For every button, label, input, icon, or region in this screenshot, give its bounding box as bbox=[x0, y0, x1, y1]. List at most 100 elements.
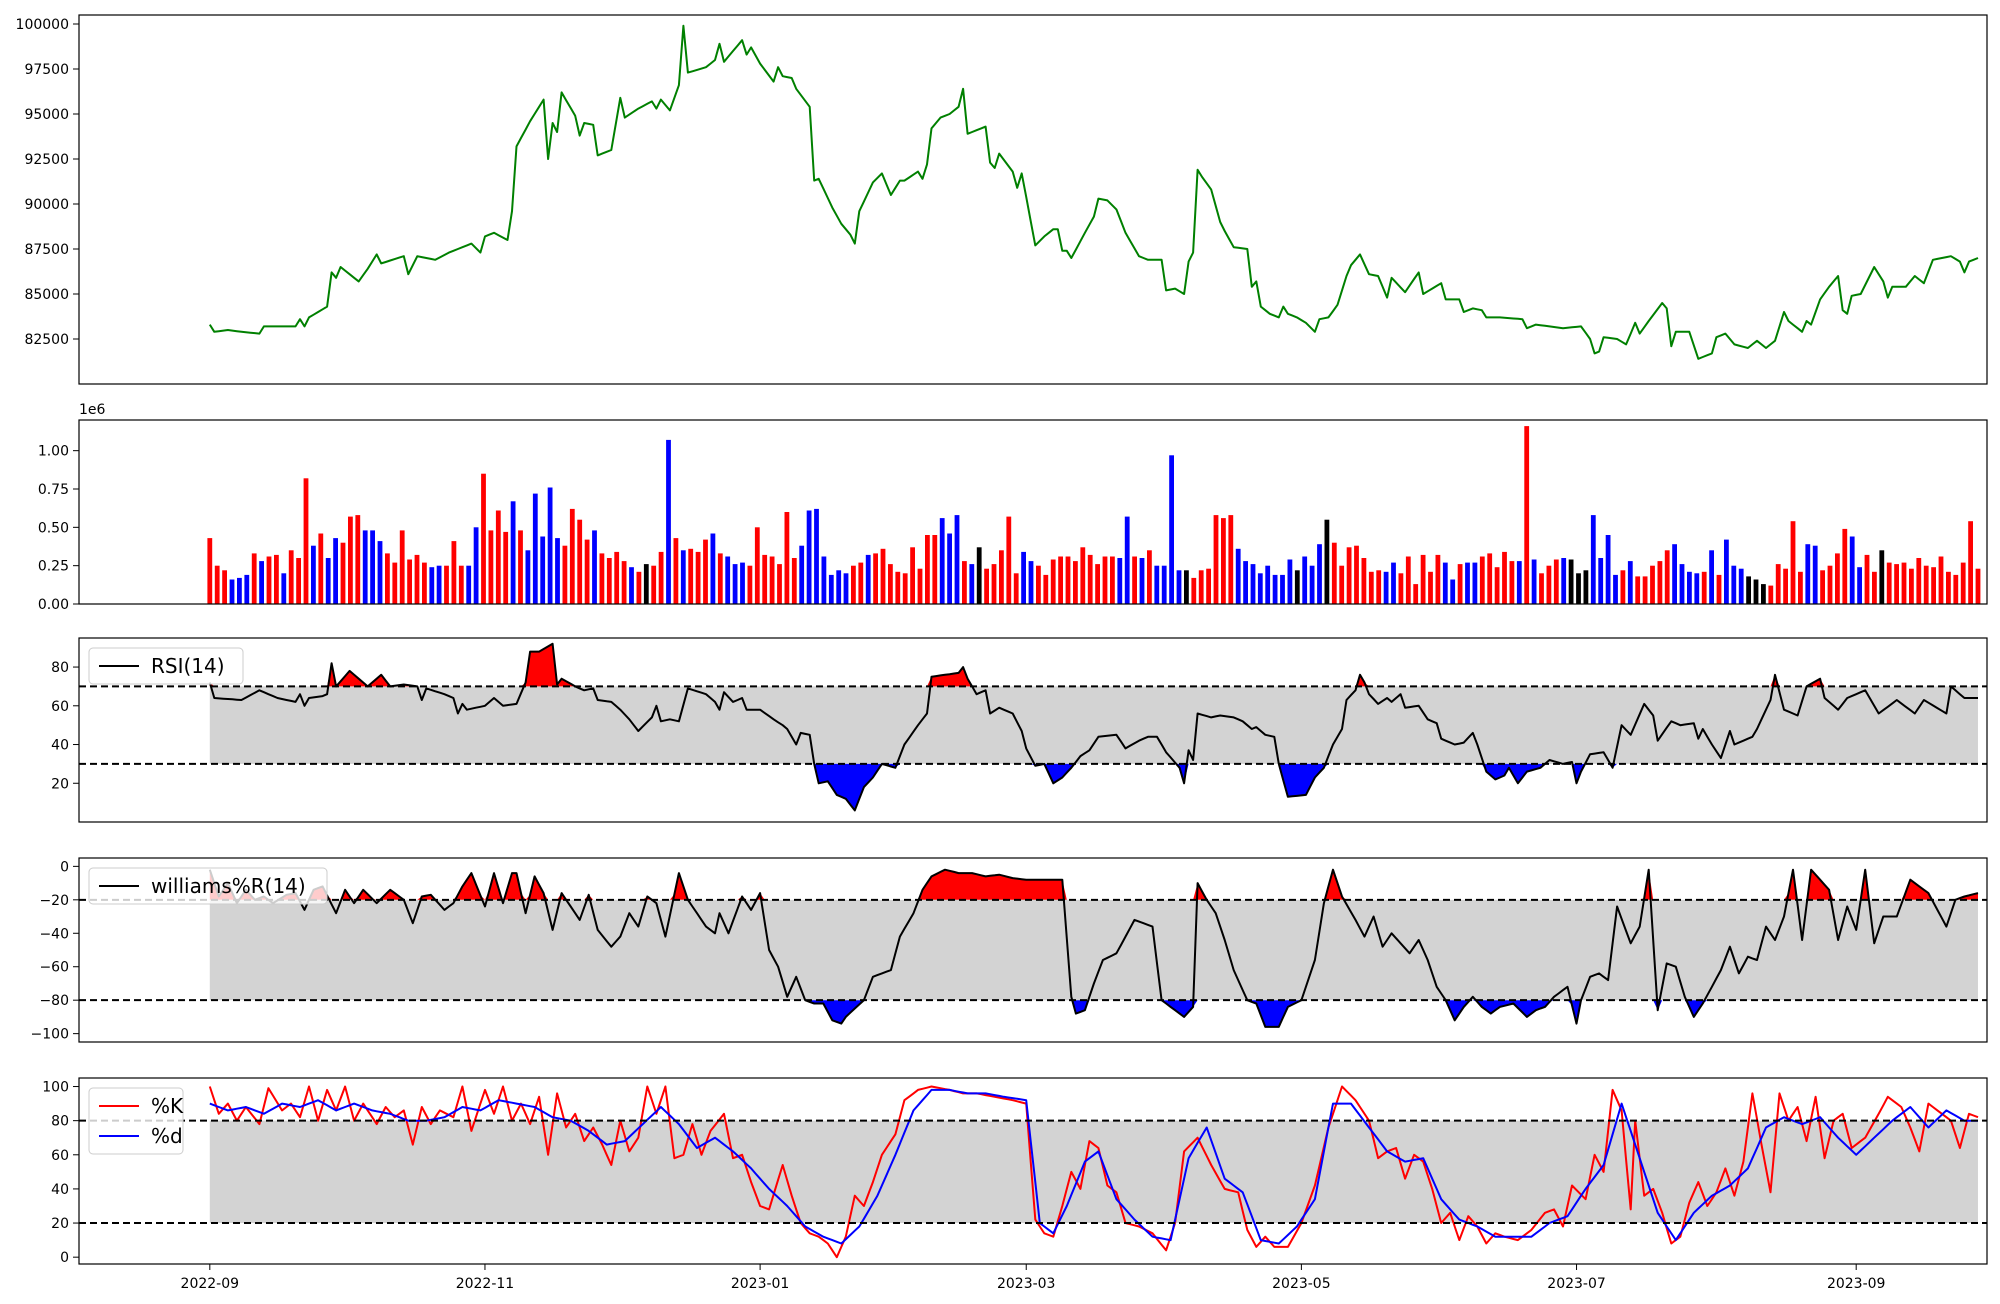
stochastic-legend bbox=[88, 1087, 184, 1155]
volume-bar bbox=[1132, 556, 1137, 604]
volume-bar bbox=[1857, 567, 1862, 604]
volume-bar bbox=[1768, 585, 1774, 604]
volume-bar bbox=[1553, 559, 1559, 604]
volume-bar bbox=[910, 547, 915, 604]
volume-bar bbox=[1886, 562, 1892, 604]
volume-bar bbox=[880, 548, 886, 604]
volume-bar bbox=[858, 562, 864, 604]
volume-frame bbox=[78, 419, 1988, 605]
volume-bar bbox=[984, 568, 989, 604]
volume-bar bbox=[1013, 573, 1019, 604]
volume-bar bbox=[1487, 553, 1493, 604]
volume-bar bbox=[1021, 551, 1026, 604]
volume-bar bbox=[1812, 545, 1818, 604]
volume-bar bbox=[962, 561, 967, 604]
williams-ytick-label: −80 bbox=[39, 993, 69, 1009]
volume-bar bbox=[303, 478, 309, 604]
volume-bar bbox=[1701, 571, 1707, 604]
volume-bar bbox=[821, 556, 827, 604]
volume-bar bbox=[1968, 521, 1973, 604]
volume-bar bbox=[399, 530, 405, 604]
volume-bar bbox=[414, 554, 420, 604]
volume-bar bbox=[1872, 571, 1877, 604]
volume-bar bbox=[1073, 561, 1078, 604]
volume-bar bbox=[532, 493, 538, 604]
volume-bar bbox=[1894, 564, 1899, 604]
volume-bar bbox=[562, 545, 568, 604]
x-tick-label: 2023-03 bbox=[997, 1276, 1056, 1292]
volume-bar bbox=[407, 559, 412, 604]
volume-bar bbox=[1228, 515, 1234, 604]
volume-bar bbox=[1280, 574, 1285, 604]
rsi-ytick-label: 40 bbox=[51, 738, 69, 754]
volume-bar bbox=[1672, 544, 1677, 604]
volume-bar bbox=[777, 564, 782, 604]
volume-bar bbox=[806, 510, 812, 604]
volume-bar bbox=[1317, 544, 1322, 604]
volume-bar bbox=[1746, 576, 1751, 604]
rsi-overbought-fill bbox=[209, 643, 1978, 687]
volume-bar bbox=[1479, 556, 1485, 604]
volume-bar bbox=[1724, 539, 1729, 604]
stochastic-ytick-label: 0 bbox=[60, 1250, 69, 1266]
williams-overbought-fill bbox=[209, 869, 1978, 900]
volume-bar bbox=[495, 510, 501, 604]
volume-bar bbox=[688, 548, 694, 604]
volume-bar bbox=[1354, 545, 1359, 604]
volume-bar bbox=[1731, 565, 1737, 604]
volume-bar bbox=[392, 562, 398, 604]
volume-bar bbox=[1761, 584, 1766, 604]
volume-bar bbox=[939, 518, 945, 604]
volume-bar bbox=[1561, 558, 1567, 604]
volume-bar bbox=[222, 570, 227, 604]
volume-bar bbox=[1657, 561, 1663, 604]
volume-bar bbox=[1613, 574, 1618, 604]
volume-bar bbox=[1783, 568, 1788, 604]
volume-bar bbox=[1709, 550, 1714, 604]
volume-bar bbox=[784, 512, 790, 604]
volume-bar bbox=[481, 473, 486, 604]
volume-bar bbox=[999, 550, 1004, 604]
volume-bar bbox=[370, 530, 375, 604]
volume-bar bbox=[636, 571, 642, 604]
volume-bar bbox=[1472, 562, 1478, 604]
x-tick-label: 2022-11 bbox=[456, 1276, 515, 1292]
volume-bar bbox=[1576, 573, 1581, 604]
volume-bar bbox=[1465, 562, 1470, 604]
volume-bar bbox=[1221, 518, 1226, 604]
volume-ytick-label: 0.25 bbox=[38, 559, 69, 575]
volume-bar bbox=[1087, 554, 1093, 604]
volume-bar bbox=[259, 561, 264, 604]
volume-bar bbox=[1435, 554, 1441, 604]
price-ytick-label: 82500 bbox=[24, 332, 69, 348]
stochastic-neutral-band bbox=[209, 1120, 1978, 1224]
stochastic-legend-label: %d bbox=[151, 1124, 183, 1148]
volume-bar bbox=[1539, 573, 1544, 604]
volume-ytick-label: 0.00 bbox=[38, 597, 69, 613]
rsi-legend-label: RSI(14) bbox=[151, 654, 225, 678]
volume-bar bbox=[1324, 519, 1330, 604]
volume-bar bbox=[1975, 568, 1981, 604]
rsi-line bbox=[208, 642, 1978, 812]
volume-bar bbox=[1738, 568, 1744, 604]
williams-legend-label: williams%R(14) bbox=[151, 874, 306, 898]
volume-bar bbox=[917, 568, 923, 604]
volume-bar bbox=[1050, 559, 1056, 604]
volume-bar bbox=[1590, 515, 1596, 604]
volume-bar bbox=[1620, 570, 1626, 604]
volume-bar bbox=[1716, 574, 1722, 604]
price-frame bbox=[78, 14, 1988, 385]
volume-bar bbox=[1095, 564, 1100, 604]
volume-bar bbox=[1176, 570, 1182, 604]
volume-bar bbox=[991, 564, 997, 604]
volume-bar bbox=[377, 541, 383, 604]
volume-bar bbox=[1931, 567, 1936, 604]
volume-bar bbox=[1953, 574, 1959, 604]
volume-bar bbox=[1391, 562, 1396, 604]
volume-bar bbox=[658, 551, 664, 604]
volume-bar bbox=[1916, 558, 1922, 604]
volume-bar bbox=[1058, 556, 1063, 604]
volume-bar bbox=[577, 519, 583, 604]
volume-bar bbox=[348, 516, 353, 604]
